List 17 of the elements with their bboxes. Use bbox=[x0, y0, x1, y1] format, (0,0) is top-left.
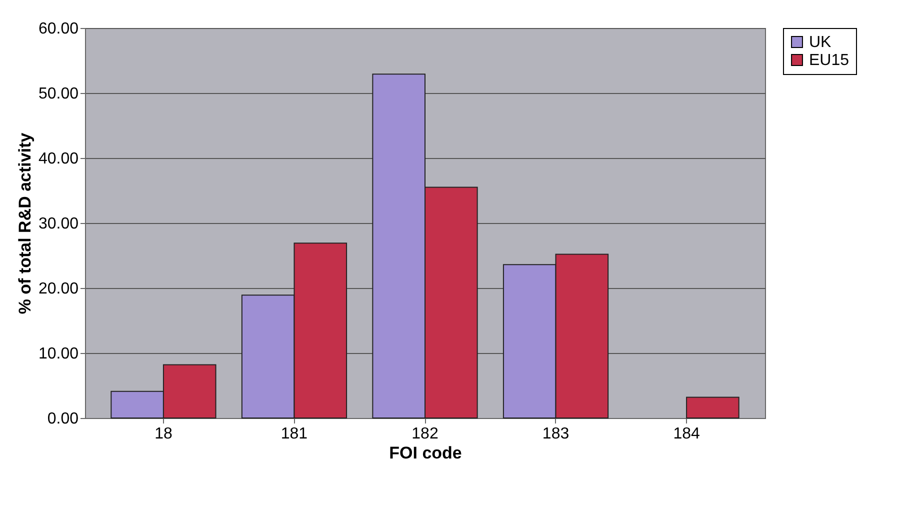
y-tick-label: 60.00 bbox=[38, 20, 79, 38]
legend-label: UK bbox=[809, 34, 832, 51]
x-axis-title: FOI code bbox=[389, 444, 462, 462]
y-tick-label: 0.00 bbox=[47, 410, 79, 428]
bar bbox=[686, 396, 740, 418]
x-tick-label: 18 bbox=[154, 426, 172, 442]
x-tick-label: 184 bbox=[673, 426, 700, 442]
y-axis-title: % of total R&D activity bbox=[15, 132, 34, 314]
legend-label: EU15 bbox=[809, 52, 850, 69]
x-tick-label: 182 bbox=[412, 426, 438, 442]
y-tick-label: 50.00 bbox=[38, 86, 79, 102]
x-tick-label: 183 bbox=[542, 426, 570, 442]
y-tick-label: 40.00 bbox=[38, 150, 79, 168]
x-tick-label: 181 bbox=[280, 426, 308, 442]
y-tick-label: 20.00 bbox=[38, 280, 79, 298]
y-tick-label: 30.00 bbox=[38, 216, 79, 232]
y-tick-label: 10.00 bbox=[38, 346, 79, 362]
